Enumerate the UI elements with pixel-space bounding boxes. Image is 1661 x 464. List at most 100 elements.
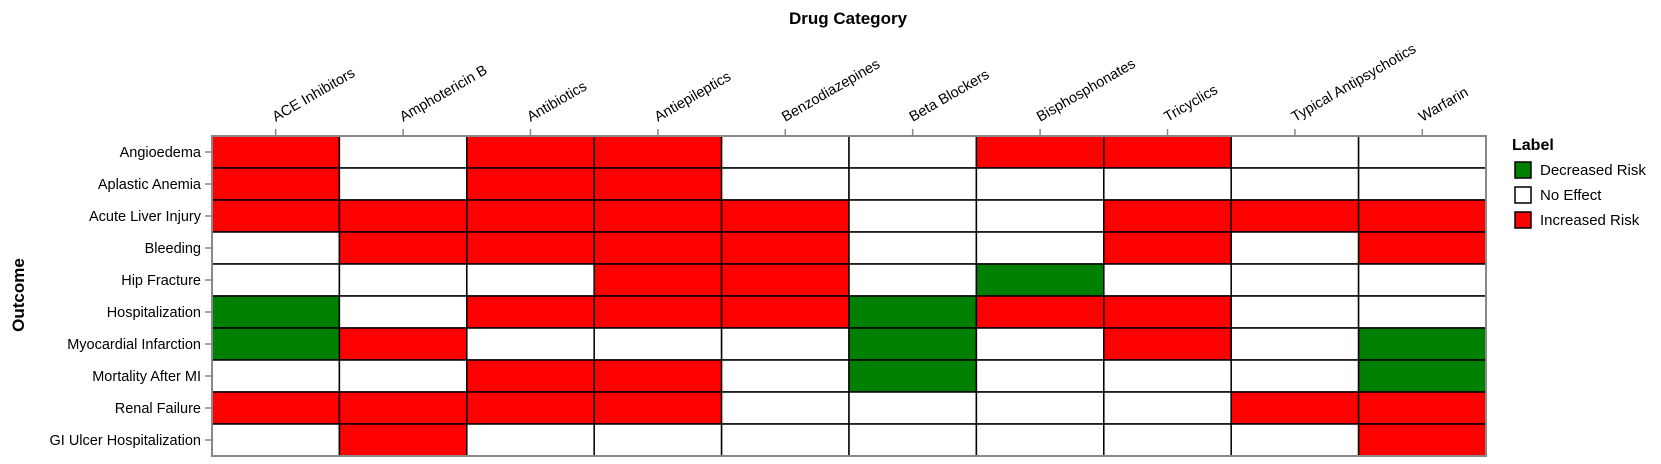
heatmap-cell-bleeding-antibiotics [466,231,595,265]
x-tick-label: Antiepileptics [652,69,734,126]
legend-title: Label [1512,137,1554,154]
heatmap-cell-mortality-after-mi-benzodiazepines [720,359,850,393]
heatmap-cell-aplastic-anemia-beta-blockers [848,167,978,201]
heatmap-cell-hip-fracture-bisphosphonates [975,263,1105,297]
heatmap-cell-angioedema-ace-inhibitors [211,135,341,169]
heatmap-cell-hospitalization-amphotericin-b [338,295,468,329]
heatmap-cell-aplastic-anemia-amphotericin-b [338,167,468,201]
heatmap-cell-mortality-after-mi-antiepileptics [593,359,723,393]
heatmap-cell-hospitalization-typical-antipsychotics [1230,295,1360,329]
heatmap-cell-mortality-after-mi-typical-antipsychotics [1230,359,1360,393]
heatmap-cell-gi-ulcer-hospitalization-antiepileptics [593,423,723,457]
x-tick-label: Beta Blockers [907,67,992,126]
heatmap-cell-mortality-after-mi-ace-inhibitors [211,359,341,393]
heatmap-cell-mortality-after-mi-bisphosphonates [975,359,1105,393]
heatmap-cell-mortality-after-mi-tricyclics [1103,359,1232,393]
heatmap-cell-hip-fracture-beta-blockers [848,263,978,297]
x-tick-label: Benzodiazepines [779,56,883,125]
heatmap-cell-acute-liver-injury-beta-blockers [848,199,978,233]
heatmap-cell-aplastic-anemia-typical-antipsychotics [1230,167,1360,201]
x-tick-label: ACE Inhibitors [270,65,358,125]
heatmap-cell-bleeding-typical-antipsychotics [1230,231,1360,265]
heatmap-cell-hip-fracture-tricyclics [1103,263,1232,297]
heatmap-cell-bleeding-benzodiazepines [720,231,850,265]
heatmap-cell-bleeding-beta-blockers [848,231,978,265]
heatmap-cell-gi-ulcer-hospitalization-warfarin [1357,423,1487,457]
heatmap-cell-bleeding-antiepileptics [593,231,723,265]
heatmap-cell-angioedema-tricyclics [1103,135,1232,169]
legend-label-increased-risk: Increased Risk [1540,212,1640,229]
heatmap-cell-acute-liver-injury-benzodiazepines [720,199,850,233]
heatmap-cell-hospitalization-ace-inhibitors [211,295,341,329]
heatmap-cell-angioedema-antiepileptics [593,135,723,169]
heatmap-cells [211,135,1487,457]
heatmap-cell-hip-fracture-warfarin [1357,263,1487,297]
heatmap-cell-aplastic-anemia-bisphosphonates [975,167,1105,201]
heatmap-cell-renal-failure-benzodiazepines [720,391,850,425]
heatmap-cell-gi-ulcer-hospitalization-beta-blockers [848,423,978,457]
heatmap-cell-acute-liver-injury-warfarin [1357,199,1487,233]
heatmap-cell-angioedema-beta-blockers [848,135,978,169]
heatmap-cell-gi-ulcer-hospitalization-bisphosphonates [975,423,1105,457]
heatmap-cell-renal-failure-warfarin [1357,391,1487,425]
legend: Label Decreased Risk No Effect Increased R… [1512,137,1646,229]
heatmap-cell-hip-fracture-amphotericin-b [338,263,468,297]
y-tick-label: Angioedema [120,145,202,161]
heatmap-cell-aplastic-anemia-tricyclics [1103,167,1232,201]
x-tick-label: Warfarin [1416,84,1471,125]
heatmap-cell-bleeding-warfarin [1357,231,1487,265]
heatmap-cell-hospitalization-antibiotics [466,295,595,329]
heatmap-cell-acute-liver-injury-bisphosphonates [975,199,1105,233]
x-axis-title: Drug Category [789,9,908,28]
heatmap-cell-hip-fracture-antiepileptics [593,263,723,297]
heatmap-cell-gi-ulcer-hospitalization-antibiotics [466,423,595,457]
y-tick-label: Bleeding [145,241,201,257]
heatmap-cell-angioedema-warfarin [1357,135,1487,169]
heatmap-cell-myocardial-infarction-benzodiazepines [720,327,850,361]
heatmap-cell-myocardial-infarction-bisphosphonates [975,327,1105,361]
y-tick-label: Hip Fracture [121,273,201,289]
heatmap-cell-aplastic-anemia-warfarin [1357,167,1487,201]
y-tick-label: Mortality After MI [92,369,201,385]
heatmap-cell-hospitalization-antiepileptics [593,295,723,329]
heatmap-cell-angioedema-typical-antipsychotics [1230,135,1360,169]
heatmap-cell-angioedema-amphotericin-b [338,135,468,169]
heatmap-cell-acute-liver-injury-typical-antipsychotics [1230,199,1360,233]
heatmap-cell-mortality-after-mi-amphotericin-b [338,359,468,393]
heatmap-cell-hospitalization-beta-blockers [848,295,978,329]
heatmap-cell-acute-liver-injury-tricyclics [1103,199,1232,233]
heatmap-cell-acute-liver-injury-antiepileptics [593,199,723,233]
y-tick-label: Hospitalization [107,305,201,321]
heatmap-cell-aplastic-anemia-antiepileptics [593,167,723,201]
heatmap-cell-bleeding-tricyclics [1103,231,1232,265]
heatmap-cell-myocardial-infarction-typical-antipsychotics [1230,327,1360,361]
heatmap-cell-renal-failure-tricyclics [1103,391,1232,425]
heatmap-cell-hospitalization-tricyclics [1103,295,1232,329]
heatmap-cell-bleeding-amphotericin-b [338,231,468,265]
heatmap-cell-acute-liver-injury-amphotericin-b [338,199,468,233]
heatmap-cell-aplastic-anemia-ace-inhibitors [211,167,341,201]
heatmap-cell-myocardial-infarction-warfarin [1357,327,1487,361]
y-tick-label: Myocardial Infarction [67,337,201,353]
heatmap-cell-angioedema-bisphosphonates [975,135,1105,169]
y-axis-title: Outcome [9,258,28,332]
heatmap-cell-acute-liver-injury-ace-inhibitors [211,199,341,233]
heatmap-cell-gi-ulcer-hospitalization-amphotericin-b [338,423,468,457]
legend-label-no-effect: No Effect [1540,187,1602,204]
heatmap-cell-gi-ulcer-hospitalization-typical-antipsychotics [1230,423,1360,457]
y-tick-label: Acute Liver Injury [89,209,202,225]
heatmap-cell-hip-fracture-typical-antipsychotics [1230,263,1360,297]
heatmap-cell-hospitalization-bisphosphonates [975,295,1105,329]
heatmap-cell-aplastic-anemia-antibiotics [466,167,595,201]
heatmap-cell-myocardial-infarction-beta-blockers [848,327,978,361]
legend-swatch-increased-risk [1514,211,1532,229]
heatmap-cell-myocardial-infarction-ace-inhibitors [211,327,341,361]
heatmap-cell-myocardial-infarction-antibiotics [466,327,595,361]
y-tick-label: GI Ulcer Hospitalization [50,433,202,449]
x-axis: ACE Inhibitors Amphotericin B Antibiotics A… [270,41,1471,136]
heatmap-cell-myocardial-infarction-antiepileptics [593,327,723,361]
legend-swatch-no-effect [1514,186,1532,204]
y-axis: Angioedema Aplastic Anemia Acute Liver Inj… [50,145,212,449]
legend-swatch-decreased-risk [1514,161,1532,179]
